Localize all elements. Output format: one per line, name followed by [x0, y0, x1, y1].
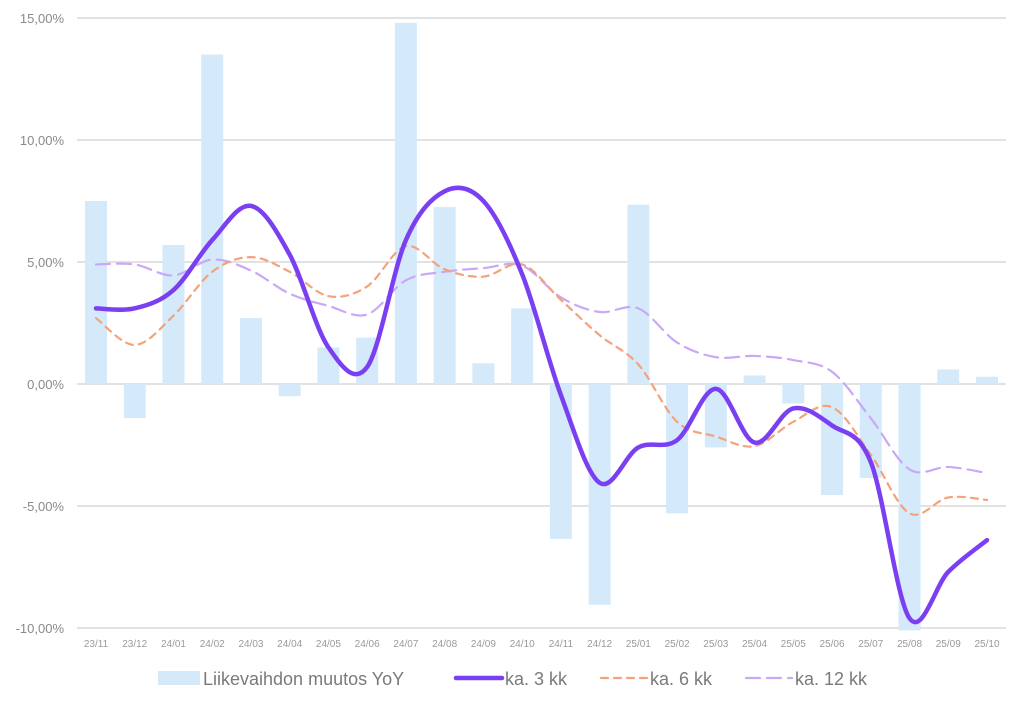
x-tick-label: 25/03 — [703, 639, 728, 650]
y-tick-label: 5,00% — [27, 255, 64, 270]
y-tick-label: 15,00% — [20, 11, 65, 26]
x-tick-label: 25/10 — [974, 639, 999, 650]
x-tick-label: 23/12 — [122, 639, 147, 650]
x-tick-label: 23/11 — [84, 639, 109, 650]
line-ka-6-kk — [94, 245, 989, 516]
bar — [549, 384, 572, 539]
x-tick-label: 24/07 — [393, 639, 418, 650]
x-tick-label: 24/06 — [355, 639, 380, 650]
bar — [85, 201, 107, 384]
bar — [201, 54, 224, 384]
x-tick-label: 25/01 — [626, 639, 651, 650]
x-tick-label: 24/05 — [316, 639, 341, 650]
x-tick-label: 24/10 — [510, 639, 535, 650]
legend-label: Liikevaihdon muutos YoY — [203, 669, 404, 689]
y-tick-label: -5,00% — [23, 499, 65, 514]
x-tick-label: 25/07 — [858, 639, 883, 650]
x-tick-label: 24/04 — [277, 639, 302, 650]
x-tick-label: 25/08 — [897, 639, 922, 650]
line-series — [93, 185, 990, 624]
gridlines — [77, 17, 1006, 629]
bar — [433, 207, 456, 384]
y-tick-label: 10,00% — [20, 133, 65, 148]
x-tick-label: 25/02 — [665, 639, 690, 650]
x-tick-label: 24/03 — [238, 639, 263, 650]
x-tick-label: 24/11 — [549, 639, 574, 650]
bar — [627, 204, 650, 384]
x-tick-label: 25/06 — [820, 639, 845, 650]
y-axis-ticks: 15,00% 10,00% 5,00% 0,00% -5,00% -10,00% — [16, 11, 65, 636]
bar — [937, 369, 960, 384]
bar — [511, 308, 534, 384]
bar — [472, 363, 495, 384]
bar — [239, 318, 262, 384]
legend-label: ka. 3 kk — [505, 669, 568, 689]
bar — [666, 384, 689, 514]
bar — [898, 384, 921, 631]
legend-label: ka. 12 kk — [795, 669, 868, 689]
bar — [782, 384, 805, 404]
y-tick-label: 0,00% — [27, 377, 64, 392]
bar — [278, 384, 301, 397]
bar — [976, 376, 998, 384]
bar — [317, 347, 340, 384]
x-tick-label: 24/02 — [200, 639, 225, 650]
line-ka-3-kk — [93, 185, 990, 624]
y-tick-label: -10,00% — [16, 621, 65, 636]
x-tick-label: 25/05 — [781, 639, 806, 650]
x-tick-label: 25/04 — [742, 639, 767, 650]
bar — [704, 384, 727, 448]
bar — [821, 384, 844, 496]
x-tick-label: 24/09 — [471, 639, 496, 650]
bar — [394, 22, 417, 384]
bar — [588, 384, 611, 605]
legend-label: ka. 6 kk — [650, 669, 713, 689]
line-ka-12-kk — [94, 258, 989, 475]
bar-series — [85, 22, 998, 631]
bar — [123, 384, 146, 419]
x-axis-ticks: 23/11 23/12 24/01 24/02 24/03 24/04 24/05 24/06… — [84, 639, 1000, 650]
x-tick-label: 24/01 — [161, 639, 186, 650]
x-tick-label: 24/08 — [432, 639, 457, 650]
x-tick-label: 24/12 — [587, 639, 612, 650]
legend-swatch-bar — [158, 671, 200, 685]
bar — [743, 375, 766, 384]
legend: Liikevaihdon muutos YoY ka. 3 kk ka. 6 kk k… — [158, 669, 868, 689]
x-tick-label: 25/09 — [936, 639, 961, 650]
